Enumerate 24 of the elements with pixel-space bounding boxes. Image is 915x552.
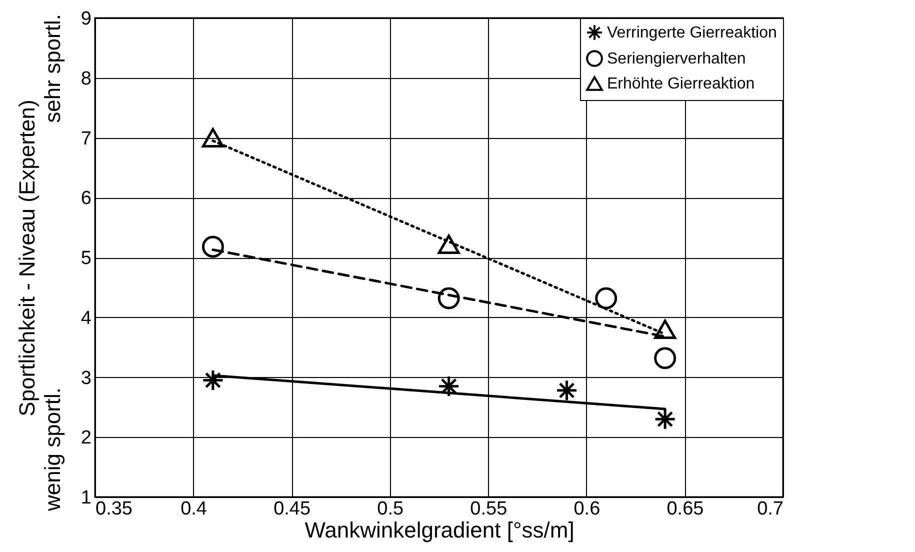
y-tick-label: 7 [80,128,92,150]
y-tick-label: 4 [80,308,92,329]
y-tick-label: 3 [80,368,92,389]
text: sehr sportl. [40,14,65,123]
y-tick-label: 5 [80,248,92,269]
x-tick-label: 0.35 [96,498,132,520]
y-tick-label: 6 [80,188,92,210]
x-axis-title: Wankwinkelgradient [°ss/m] [304,518,574,542]
legend-label: Erhöhte Gierreaktion [607,76,755,92]
x-tick-label: 0.6 [574,498,600,520]
x-tick-label: 0.7 [757,498,784,520]
y-axis-title: Sportlichkeit - Niveau (Experten) [14,100,40,416]
legend-label: Seriengierverhalten [607,50,746,68]
x-tick-label: 0.5 [377,498,404,520]
y-tick-label: 8 [80,68,92,90]
x-tick-label: 0.65 [666,498,704,520]
y-tick-label: 9 [80,8,92,30]
x-tick-label: 0.55 [470,498,508,520]
y-tick-label: 1 [80,488,92,508]
x-tick-label: 0.4 [180,498,208,520]
text: wenig sportl. [40,387,65,512]
legend-label: Verringerte Gierreaktion [607,24,777,42]
x-tick-label: 0.45 [274,498,311,520]
y-tick-label: 2 [80,428,92,449]
